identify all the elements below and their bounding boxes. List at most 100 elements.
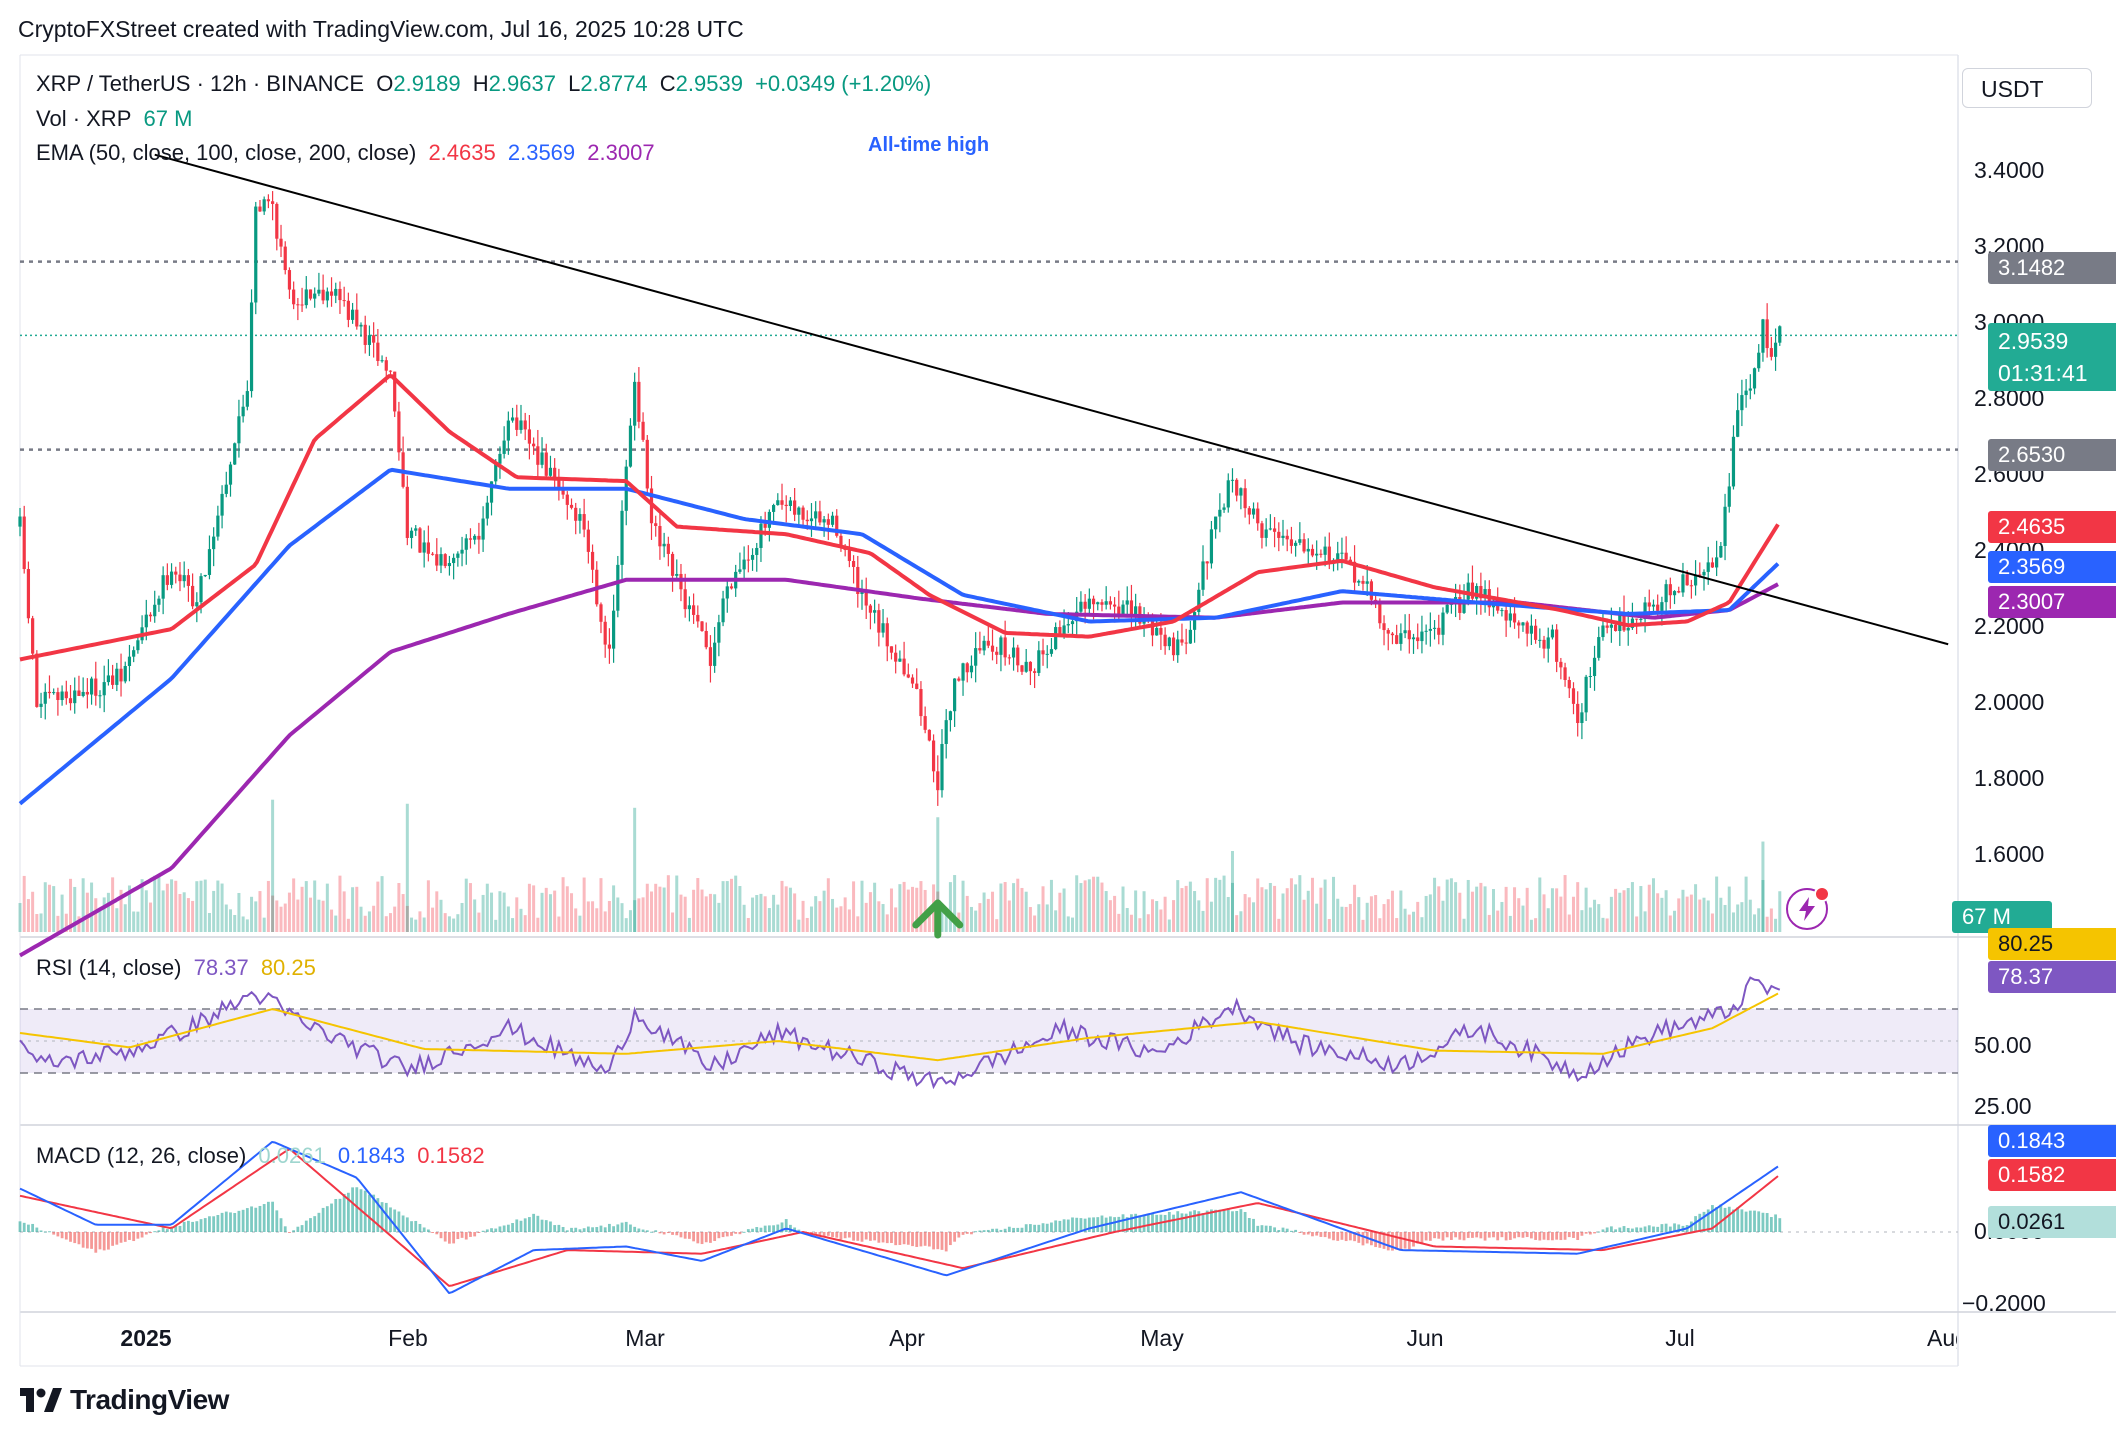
- candle-body: [191, 585, 195, 607]
- symbol-title[interactable]: XRP / TetherUS · 12h · BINANCE: [36, 71, 365, 96]
- candle-body: [1668, 584, 1672, 596]
- volume-bar: [1605, 918, 1609, 932]
- candle-body: [1260, 523, 1264, 538]
- candle-body: [1731, 436, 1736, 487]
- macd-histogram-bar: [658, 1232, 662, 1234]
- volume-bar: [123, 904, 127, 932]
- candle-body: [506, 420, 510, 441]
- candle-body: [355, 309, 359, 327]
- volume-bar: [1390, 890, 1394, 932]
- macd-histogram-bar: [1664, 1223, 1668, 1232]
- volume-bar: [1150, 899, 1154, 932]
- candle-body: [1243, 488, 1247, 509]
- candle-body: [1534, 625, 1538, 640]
- candle-body: [1256, 508, 1260, 524]
- candle-body: [1752, 368, 1757, 389]
- volume-bar: [969, 906, 973, 932]
- volume-bar: [199, 880, 203, 932]
- candle-body: [1171, 637, 1176, 656]
- volume-bar: [1235, 915, 1239, 932]
- volume-label[interactable]: Vol · XRP: [36, 106, 132, 131]
- volume-bar: [1344, 906, 1348, 932]
- macd-histogram-bar: [43, 1231, 47, 1233]
- candle-body: [271, 201, 275, 204]
- volume-bar: [948, 882, 952, 932]
- volume-bar: [1007, 900, 1011, 932]
- candle-body: [1281, 535, 1285, 538]
- volume-bar: [788, 887, 792, 932]
- volume-bar: [1226, 897, 1230, 932]
- candle-body: [1719, 545, 1723, 558]
- macd-histogram-bar: [654, 1230, 658, 1232]
- macd-histogram-bar: [1534, 1232, 1537, 1240]
- volume-bar: [85, 892, 89, 932]
- volume-bar: [506, 906, 510, 932]
- macd-histogram-bar: [1029, 1224, 1032, 1232]
- macd-histogram-bar: [1167, 1211, 1171, 1232]
- volume-bar: [1433, 877, 1437, 932]
- rsi-label[interactable]: RSI (14, close): [36, 955, 182, 980]
- volume-bar: [1727, 886, 1731, 932]
- macd-histogram-bar: [1012, 1227, 1015, 1232]
- candle-body: [767, 511, 771, 528]
- volume-bar: [119, 889, 123, 932]
- candle-body: [1024, 661, 1028, 672]
- macd-histogram-bar: [64, 1232, 68, 1240]
- macd-hist-value: 0.0261: [258, 1143, 326, 1168]
- x-tick-jun: Jun: [1406, 1325, 1444, 1351]
- candle-body: [1483, 589, 1487, 599]
- macd-histogram-bar: [1597, 1231, 1601, 1233]
- macd-histogram-bar: [330, 1203, 333, 1232]
- candle-body: [553, 467, 557, 478]
- volume-bar: [1361, 919, 1365, 932]
- tradingview-logo[interactable]: TradingView: [20, 1384, 229, 1416]
- volume-bar: [283, 903, 287, 932]
- volume-bar: [898, 884, 902, 932]
- volume-bar: [212, 890, 216, 932]
- macd-histogram-bar: [1201, 1213, 1205, 1232]
- currency-button[interactable]: USDT: [1962, 68, 2092, 108]
- macd-histogram-bar: [767, 1225, 771, 1232]
- macd-histogram-bar: [1066, 1219, 1070, 1232]
- macd-histogram-bar: [1218, 1209, 1222, 1232]
- volume-bar: [161, 890, 165, 932]
- macd-histogram-bar: [94, 1232, 98, 1253]
- volume-bar: [1071, 917, 1074, 932]
- macd-histogram-bar: [957, 1232, 961, 1238]
- macd-histogram-bar: [1285, 1228, 1289, 1232]
- macd-histogram-bar: [288, 1232, 291, 1233]
- macd-histogram-bar: [1715, 1207, 1719, 1232]
- volume-bar: [826, 878, 830, 932]
- last-price-badge: 2.9539 01:31:41: [1988, 323, 2116, 391]
- macd-histogram-bar: [1298, 1232, 1302, 1233]
- volume-bar: [262, 917, 266, 932]
- macd-histogram-bar: [1420, 1232, 1424, 1245]
- candle-body: [350, 309, 355, 320]
- volume-bar: [544, 887, 548, 932]
- volume-bar: [717, 902, 721, 932]
- volume-bar: [986, 898, 990, 932]
- flash-button[interactable]: [1786, 886, 1830, 930]
- candle-body: [801, 507, 805, 520]
- macd-histogram-bar: [578, 1229, 582, 1232]
- macd-histogram-bar: [372, 1194, 376, 1232]
- macd-histogram-bar: [1500, 1232, 1504, 1238]
- candle-body: [569, 504, 574, 508]
- macd-histogram-bar: [843, 1232, 847, 1239]
- macd-histogram-bar: [1660, 1224, 1664, 1232]
- volume-bar: [1306, 890, 1310, 932]
- macd-histogram-bar: [431, 1232, 434, 1234]
- macd-label[interactable]: MACD (12, 26, close): [36, 1143, 247, 1168]
- volume-bar: [620, 903, 624, 932]
- macd-histogram-bar: [1513, 1232, 1516, 1239]
- candle-body: [1559, 661, 1563, 668]
- macd-histogram-bar: [1736, 1207, 1740, 1232]
- macd-histogram-bar: [1588, 1232, 1592, 1235]
- candle-body: [47, 691, 52, 694]
- macd-histogram-bar: [52, 1232, 56, 1235]
- ema-label[interactable]: EMA (50, close, 100, close, 200, close): [36, 140, 417, 165]
- last-price-value: 2.9539: [1998, 328, 2069, 354]
- macd-histogram-bar: [111, 1232, 115, 1246]
- macd-histogram-bar: [292, 1230, 296, 1232]
